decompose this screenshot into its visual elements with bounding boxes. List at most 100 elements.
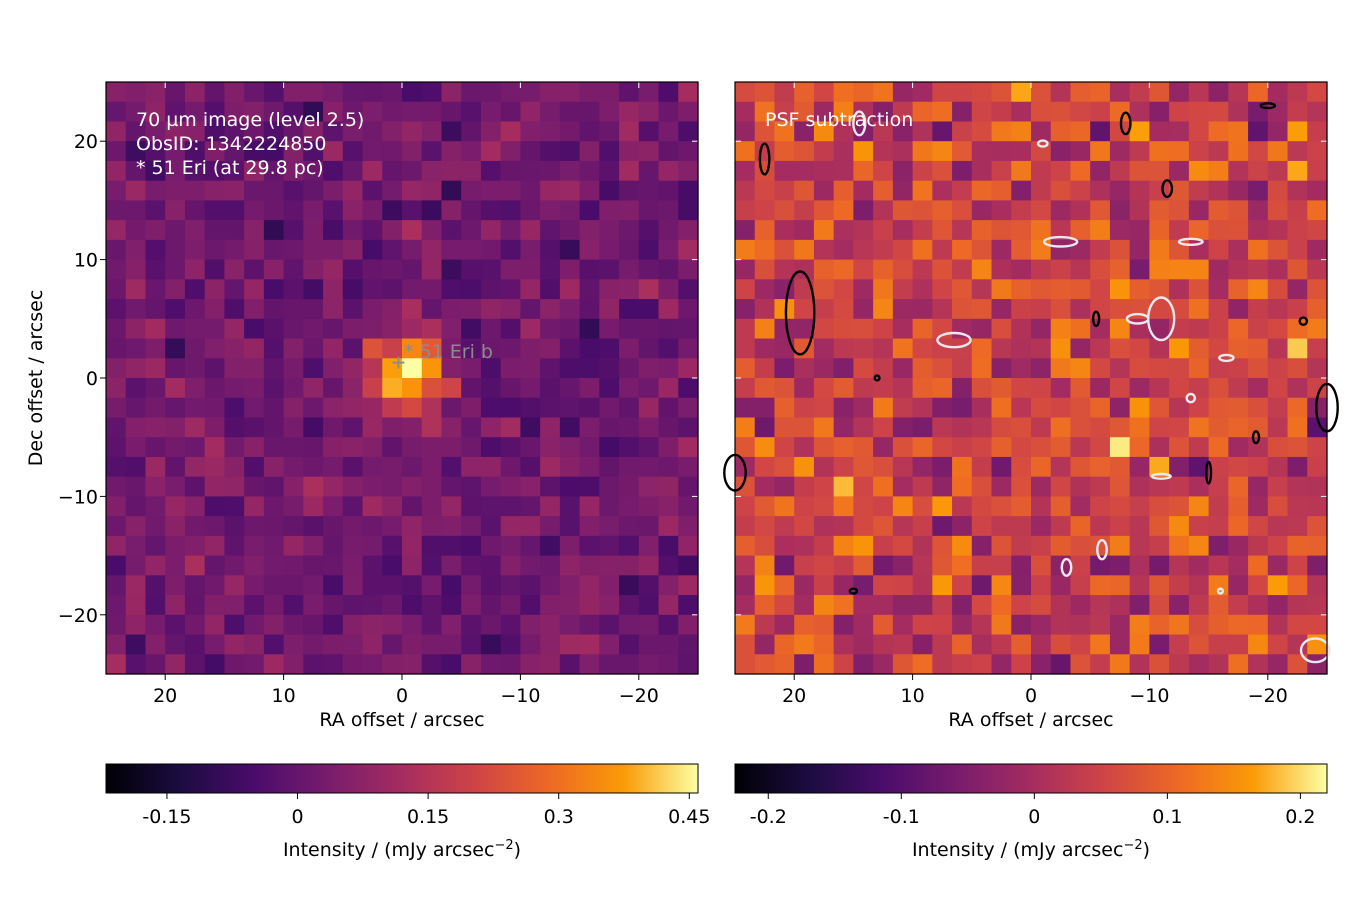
heatmap-cell	[952, 555, 973, 576]
heatmap-cell	[1050, 141, 1072, 162]
heatmap-cell	[1149, 634, 1170, 655]
heatmap-cell	[303, 121, 324, 142]
heatmap-cell	[1248, 535, 1269, 557]
heatmap-cell	[1188, 259, 1210, 280]
heatmap-cell	[991, 575, 1012, 596]
heatmap-cell	[520, 516, 541, 537]
heatmap-cell	[1031, 338, 1052, 359]
heatmap-cell	[1248, 259, 1269, 280]
heatmap-cell	[263, 634, 285, 655]
colorbar-tick-label: 0.2	[1285, 806, 1315, 828]
heatmap-cell	[165, 82, 186, 103]
heatmap-cell	[244, 476, 265, 497]
heatmap-cell	[480, 496, 502, 517]
heatmap-cell	[774, 121, 795, 142]
heatmap-cell	[480, 101, 502, 123]
heatmap-cell	[599, 141, 620, 162]
heatmap-cell	[461, 101, 482, 123]
heatmap-cell	[303, 299, 324, 320]
heatmap-cell	[1228, 555, 1249, 576]
heatmap-cell	[1267, 496, 1289, 517]
heatmap-cell	[754, 180, 776, 201]
heatmap-cell	[480, 397, 502, 419]
heatmap-cell	[813, 476, 835, 497]
heatmap-cell	[1169, 634, 1190, 655]
heatmap-cell	[932, 634, 953, 655]
heatmap-cell	[559, 595, 581, 616]
heatmap-cell	[1109, 575, 1131, 596]
heatmap-cell	[1208, 318, 1229, 340]
heatmap-cell	[244, 535, 265, 557]
heatmap-cell	[1070, 101, 1091, 123]
white-contour	[1177, 237, 1204, 247]
white-contour	[1060, 557, 1073, 577]
heatmap-cell	[106, 239, 127, 261]
heatmap-cell	[579, 121, 600, 142]
heatmap-cell	[402, 476, 423, 497]
heatmap-cell	[1228, 239, 1249, 261]
heatmap-cell	[480, 141, 502, 162]
heatmap-cell	[184, 378, 206, 399]
heatmap-cell	[599, 279, 620, 300]
heatmap-cell	[1050, 180, 1072, 201]
heatmap-cell	[1248, 318, 1269, 340]
heatmap-cell	[1070, 259, 1091, 280]
heatmap-cell	[204, 555, 225, 576]
heatmap-cell	[991, 180, 1012, 201]
heatmap-cell	[204, 279, 225, 300]
heatmap-cell	[540, 101, 561, 123]
heatmap-cell	[912, 180, 933, 201]
heatmap-cell	[833, 239, 854, 261]
heatmap-cell	[932, 82, 953, 103]
heatmap-cell	[520, 220, 541, 241]
heatmap-cell	[952, 575, 973, 596]
heatmap-cell	[461, 160, 482, 182]
heatmap-cell	[204, 318, 225, 340]
heatmap-cell	[244, 575, 265, 596]
heatmap-cell	[480, 614, 502, 636]
heatmap-cell	[833, 82, 854, 103]
heatmap-cell	[283, 397, 304, 419]
heatmap-cell	[1129, 496, 1150, 517]
colorbar-tick-label: -0.2	[750, 806, 787, 828]
heatmap-cell	[480, 437, 502, 458]
heatmap-cell	[971, 575, 993, 596]
heatmap-cell	[244, 180, 265, 201]
heatmap-cell	[145, 437, 166, 458]
heatmap-cell	[1109, 654, 1131, 675]
heatmap-cell	[658, 575, 679, 596]
heatmap-cell	[263, 358, 285, 379]
heatmap-cell	[323, 555, 344, 576]
heatmap-cell	[540, 516, 561, 537]
heatmap-cell	[1109, 338, 1131, 359]
heatmap-cell	[599, 358, 620, 379]
heatmap-cell	[125, 299, 147, 320]
heatmap-cell	[971, 299, 993, 320]
heatmap-cell	[912, 476, 933, 497]
heatmap-cell	[244, 634, 265, 655]
heatmap-cell	[382, 555, 403, 576]
heatmap-cell	[932, 595, 953, 616]
heatmap-cell	[971, 82, 993, 103]
heatmap-cell	[638, 299, 660, 320]
heatmap-cell	[480, 121, 502, 142]
heatmap-cell	[735, 180, 756, 201]
heatmap-cell	[441, 318, 462, 340]
heatmap-cell	[421, 456, 443, 478]
heatmap-cell	[1169, 535, 1190, 557]
heatmap-cell	[619, 279, 640, 300]
heatmap-cell	[362, 456, 383, 478]
heatmap-cell	[402, 595, 423, 616]
heatmap-cell	[678, 318, 699, 340]
heatmap-cell	[991, 437, 1012, 458]
heatmap-cell	[774, 614, 795, 636]
heatmap-cell	[1169, 614, 1190, 636]
heatmap-cell	[678, 614, 699, 636]
heatmap-cell	[224, 654, 245, 675]
heatmap-cell	[165, 200, 186, 221]
heatmap-cell	[125, 279, 147, 300]
heatmap-cell	[971, 160, 993, 182]
heatmap-cell	[833, 614, 854, 636]
heatmap-cell	[774, 259, 795, 280]
heatmap-cell	[579, 279, 600, 300]
